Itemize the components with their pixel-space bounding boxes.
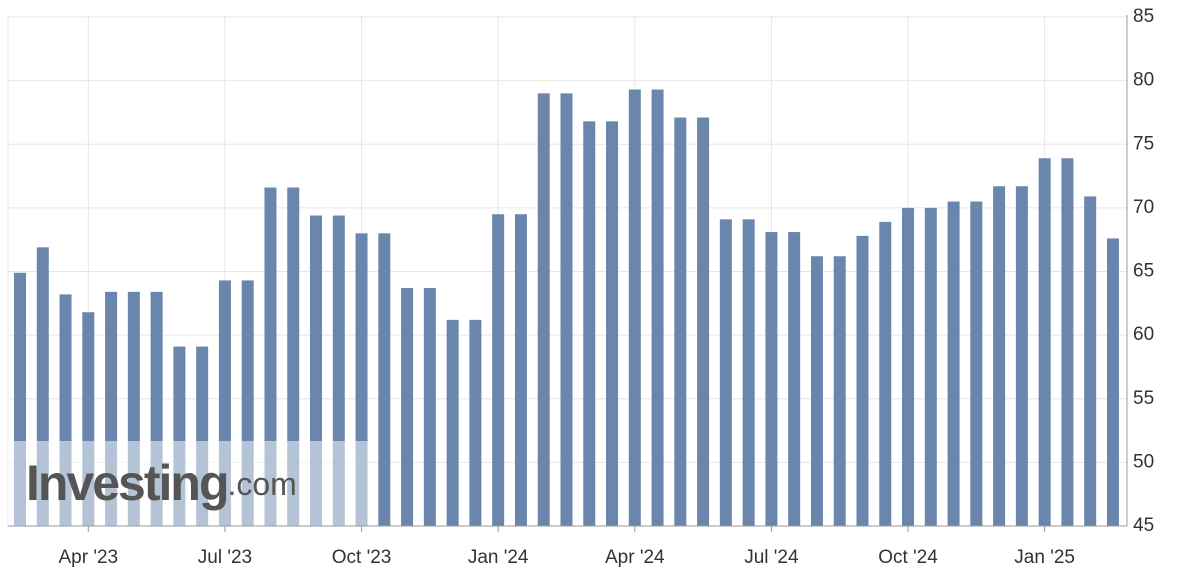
- bar: [423, 288, 436, 526]
- y-tick-label: 70: [1133, 197, 1154, 218]
- y-tick-label: 60: [1133, 324, 1154, 345]
- bar: [537, 93, 550, 526]
- y-tick-label: 65: [1133, 261, 1154, 282]
- y-tick-label: 55: [1133, 388, 1154, 409]
- x-tick-label: Jul '24: [744, 547, 799, 568]
- bar: [469, 319, 482, 526]
- x-tick-label: Oct '23: [332, 547, 392, 568]
- bar: [1084, 196, 1097, 527]
- bar: [583, 121, 596, 526]
- bar: [606, 121, 619, 526]
- bar: [788, 232, 801, 527]
- bar: [651, 89, 664, 526]
- y-tick-label: 80: [1133, 70, 1154, 91]
- bar: [401, 288, 414, 526]
- bar: [1061, 158, 1074, 526]
- bar: [1015, 186, 1028, 526]
- x-tick-label: Jan '24: [468, 547, 529, 568]
- bar: [674, 117, 687, 526]
- bar: [446, 319, 459, 526]
- bar: [492, 214, 505, 527]
- bar: [514, 214, 527, 527]
- watermark-box: [8, 441, 369, 526]
- x-tick-label: Apr '24: [605, 547, 665, 568]
- bar: [719, 219, 732, 526]
- bar: [970, 201, 983, 526]
- bar: [833, 256, 846, 526]
- bar: [856, 235, 869, 526]
- bar: [560, 93, 573, 526]
- bar: [947, 201, 960, 526]
- y-tick-label: 75: [1133, 133, 1154, 154]
- bar: [879, 221, 892, 526]
- bar: [1038, 158, 1051, 526]
- watermark-suffix: .com: [227, 466, 296, 502]
- x-tick-label: Apr '23: [59, 547, 119, 568]
- x-tick-label: Oct '24: [878, 547, 938, 568]
- bar: [993, 186, 1006, 526]
- bar: [765, 232, 778, 527]
- watermark-brand: Investing: [26, 455, 227, 511]
- bar: [924, 207, 937, 526]
- bar: [902, 207, 915, 526]
- y-tick-label: 85: [1133, 6, 1154, 27]
- y-tick-label: 50: [1133, 451, 1154, 472]
- watermark: Investing.com: [26, 455, 297, 511]
- x-tick-label: Jul '23: [198, 547, 252, 568]
- x-tick-label: Jan '25: [1014, 547, 1075, 568]
- bar: [697, 117, 710, 526]
- bar: [628, 89, 641, 526]
- bar: [810, 256, 823, 526]
- bar: [1106, 238, 1119, 527]
- y-tick-label: 45: [1133, 515, 1154, 536]
- bar: [742, 219, 755, 526]
- bar: [378, 233, 391, 526]
